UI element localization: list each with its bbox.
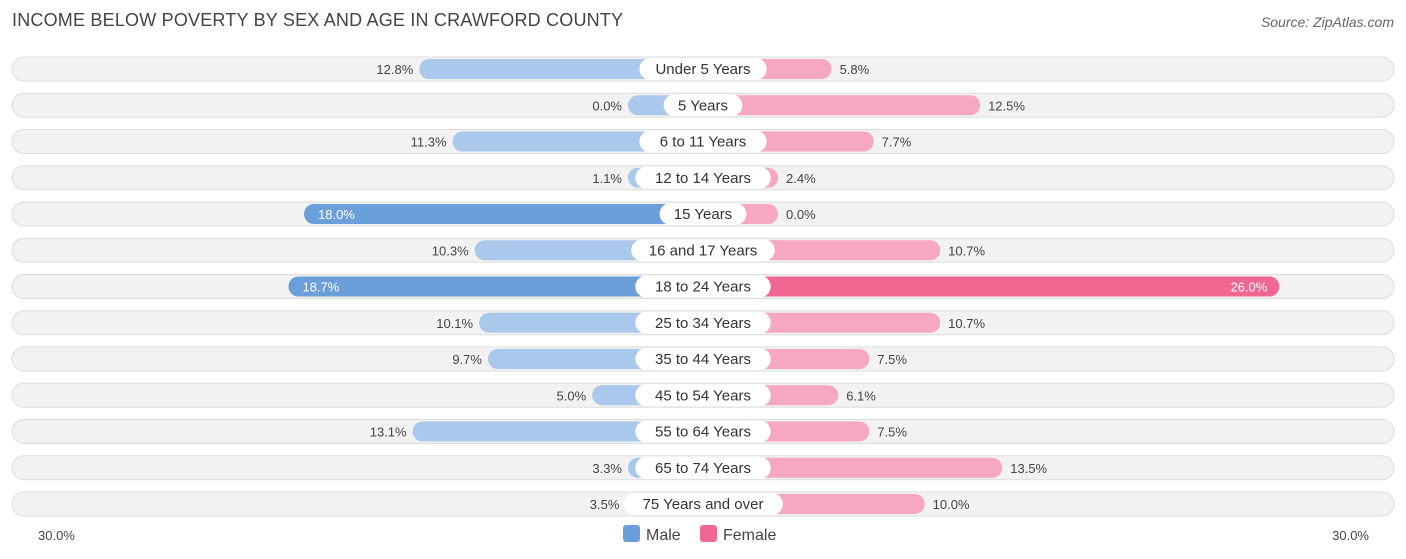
female-value-label: 6.1%: [846, 388, 876, 403]
female-value-label: 0.0%: [786, 207, 816, 222]
female-value-label: 13.5%: [1010, 461, 1047, 476]
male-value-label: 18.7%: [302, 280, 339, 295]
male-value-label: 10.1%: [436, 316, 473, 331]
category-pill: [635, 166, 771, 189]
category-label: 12 to 14 Years: [655, 170, 751, 187]
category-label: 18 to 24 Years: [655, 279, 751, 296]
category-label: 55 to 64 Years: [655, 424, 751, 441]
male-value-label: 9.7%: [452, 352, 482, 367]
male-bar: [304, 204, 703, 224]
category-label: 35 to 44 Years: [655, 351, 751, 368]
category-pill: [635, 420, 771, 443]
category-pill: [635, 456, 771, 479]
category-pill: [623, 493, 783, 515]
category-pill: [635, 311, 771, 334]
legend-male-label: Male: [646, 527, 681, 544]
category-label: 65 to 74 Years: [655, 460, 751, 477]
chart-title: INCOME BELOW POVERTY BY SEX AND AGE IN C…: [12, 10, 624, 30]
female-bar: [703, 95, 981, 116]
category-pill: [663, 94, 743, 117]
female-bar: [703, 457, 1003, 478]
category-pill: [635, 384, 771, 407]
category-label: 75 Years and over: [643, 496, 764, 513]
axis-label-right: 30.0%: [1332, 528, 1369, 543]
male-value-label: 13.1%: [370, 425, 407, 440]
male-value-label: 12.8%: [376, 62, 413, 77]
category-pill: [639, 130, 767, 153]
male-value-label: 5.0%: [557, 388, 587, 403]
male-value-label: 11.3%: [411, 135, 447, 150]
female-value-label: 26.0%: [1230, 280, 1267, 295]
male-bar: [288, 276, 703, 297]
category-pill: [659, 203, 747, 225]
category-pill: [635, 348, 771, 370]
male-bar: [419, 59, 703, 79]
category-label: 16 and 17 Years: [649, 242, 757, 259]
category-label: 25 to 34 Years: [655, 315, 751, 332]
male-value-label: 1.1%: [592, 171, 622, 186]
chart-source: Source: ZipAtlas.com: [1260, 14, 1394, 30]
category-pill: [635, 275, 771, 298]
male-value-label: 0.0%: [592, 98, 622, 113]
female-value-label: 10.0%: [933, 497, 970, 512]
male-value-label: 3.3%: [592, 461, 622, 476]
female-value-label: 10.7%: [948, 243, 985, 258]
female-value-label: 7.5%: [877, 425, 907, 440]
male-bar: [452, 131, 703, 152]
axis-label-left: 30.0%: [38, 528, 75, 543]
female-bar: [703, 276, 1280, 297]
category-label: Under 5 Years: [655, 61, 750, 78]
category-pill: [639, 58, 767, 80]
male-value-label: 3.5%: [590, 497, 620, 512]
male-bar: [412, 421, 703, 442]
category-label: 5 Years: [678, 97, 728, 114]
category-pill: [631, 239, 775, 262]
legend-male-swatch: [623, 525, 640, 542]
female-value-label: 10.7%: [948, 316, 985, 331]
legend-female-swatch: [700, 525, 717, 542]
category-label: 6 to 11 Years: [660, 134, 746, 151]
female-value-label: 12.5%: [988, 98, 1025, 113]
male-value-label: 18.0%: [318, 207, 355, 222]
category-label: 45 to 54 Years: [655, 387, 751, 404]
female-value-label: 5.8%: [840, 62, 870, 77]
category-label: 15 Years: [674, 206, 732, 223]
female-value-label: 7.7%: [882, 135, 912, 150]
male-value-label: 10.3%: [432, 243, 469, 258]
legend-female-label: Female: [723, 527, 776, 544]
female-value-label: 7.5%: [877, 352, 907, 367]
female-value-label: 2.4%: [786, 171, 816, 186]
